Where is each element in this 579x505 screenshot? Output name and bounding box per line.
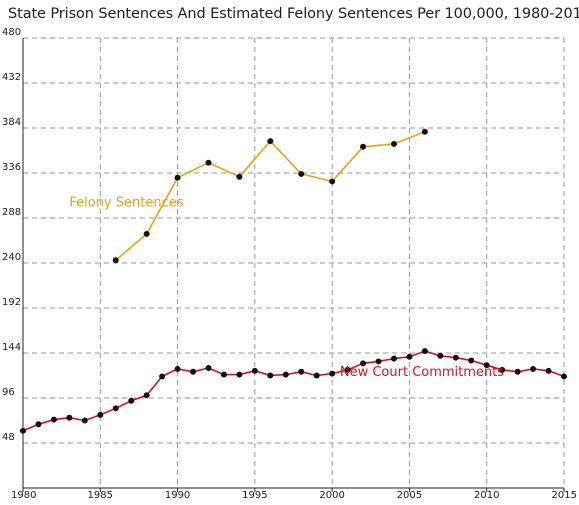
data-point	[375, 358, 382, 365]
data-point	[66, 414, 73, 421]
data-point	[421, 128, 428, 135]
x-tick-label: 2015	[552, 490, 577, 501]
chart-title: State Prison Sentences And Estimated Fel…	[8, 6, 579, 22]
data-point	[499, 366, 506, 373]
x-tick-label: 1995	[242, 490, 267, 501]
x-axis-tick-labels: 1980 1985 1990 1995 2000 2005 2010 2015	[11, 490, 577, 501]
y-tick-label: 480	[2, 27, 21, 38]
y-tick-label: 48	[2, 432, 15, 443]
data-point	[190, 368, 197, 375]
series-line-2	[22, 350, 565, 432]
data-point	[267, 138, 274, 145]
data-point	[97, 411, 104, 418]
data-point	[437, 352, 444, 359]
y-tick-label: 144	[2, 342, 21, 353]
x-tick-label: 2000	[319, 490, 344, 501]
data-point	[220, 371, 227, 378]
data-point	[514, 368, 521, 375]
data-point	[452, 354, 459, 361]
data-point	[205, 365, 212, 371]
data-point	[112, 257, 119, 264]
y-tick-label: 336	[2, 162, 21, 173]
data-point	[390, 140, 397, 147]
y-tick-label: 384	[2, 117, 21, 128]
data-point	[50, 416, 57, 423]
series-label-1: Felony Sentences	[69, 195, 183, 210]
data-point	[35, 421, 42, 428]
data-point	[483, 362, 490, 369]
y-tick-label: 432	[2, 72, 21, 83]
data-point	[112, 405, 119, 412]
x-tick-label: 2005	[397, 490, 422, 501]
data-point	[530, 365, 537, 372]
data-point	[20, 427, 26, 434]
series-label-2: New Court Commitments	[340, 365, 504, 380]
data-point	[236, 173, 243, 180]
y-tick-label: 288	[2, 207, 21, 218]
data-point	[298, 368, 305, 375]
data-point	[205, 159, 212, 166]
data-point	[468, 357, 475, 364]
y-tick-label: 96	[2, 387, 15, 398]
data-point	[561, 373, 567, 380]
data-point	[313, 372, 320, 379]
x-tick-label: 1990	[165, 490, 190, 501]
data-point	[329, 178, 336, 185]
x-tick-label: 2010	[474, 490, 499, 501]
data-point	[128, 397, 135, 404]
data-point	[236, 371, 243, 378]
data-point	[251, 367, 258, 374]
data-point	[159, 373, 166, 380]
x-tick-label: 1985	[88, 490, 113, 501]
axes	[22, 38, 565, 492]
data-point	[267, 372, 274, 379]
data-point	[329, 370, 336, 377]
data-point	[143, 230, 150, 237]
data-point	[174, 174, 181, 181]
y-tick-label: 192	[2, 297, 21, 308]
y-tick-label: 240	[2, 252, 21, 263]
data-point	[360, 143, 367, 150]
data-point	[421, 348, 428, 355]
data-series	[20, 128, 567, 434]
data-point	[344, 366, 351, 373]
data-point	[390, 355, 397, 362]
grid-lines	[23, 37, 565, 488]
data-point	[282, 371, 289, 378]
x-tick-label: 1980	[11, 490, 36, 501]
data-point	[298, 170, 305, 177]
data-point	[81, 417, 88, 424]
y-axis-tick-labels: 48 96 144 192 240 288 336 384 432 480	[2, 27, 21, 443]
data-point	[143, 392, 150, 399]
series-labels: Felony Sentences New Court Commitments	[69, 195, 504, 380]
data-point	[174, 365, 181, 372]
data-point	[406, 353, 413, 360]
data-point	[545, 367, 552, 374]
data-point	[360, 360, 367, 367]
